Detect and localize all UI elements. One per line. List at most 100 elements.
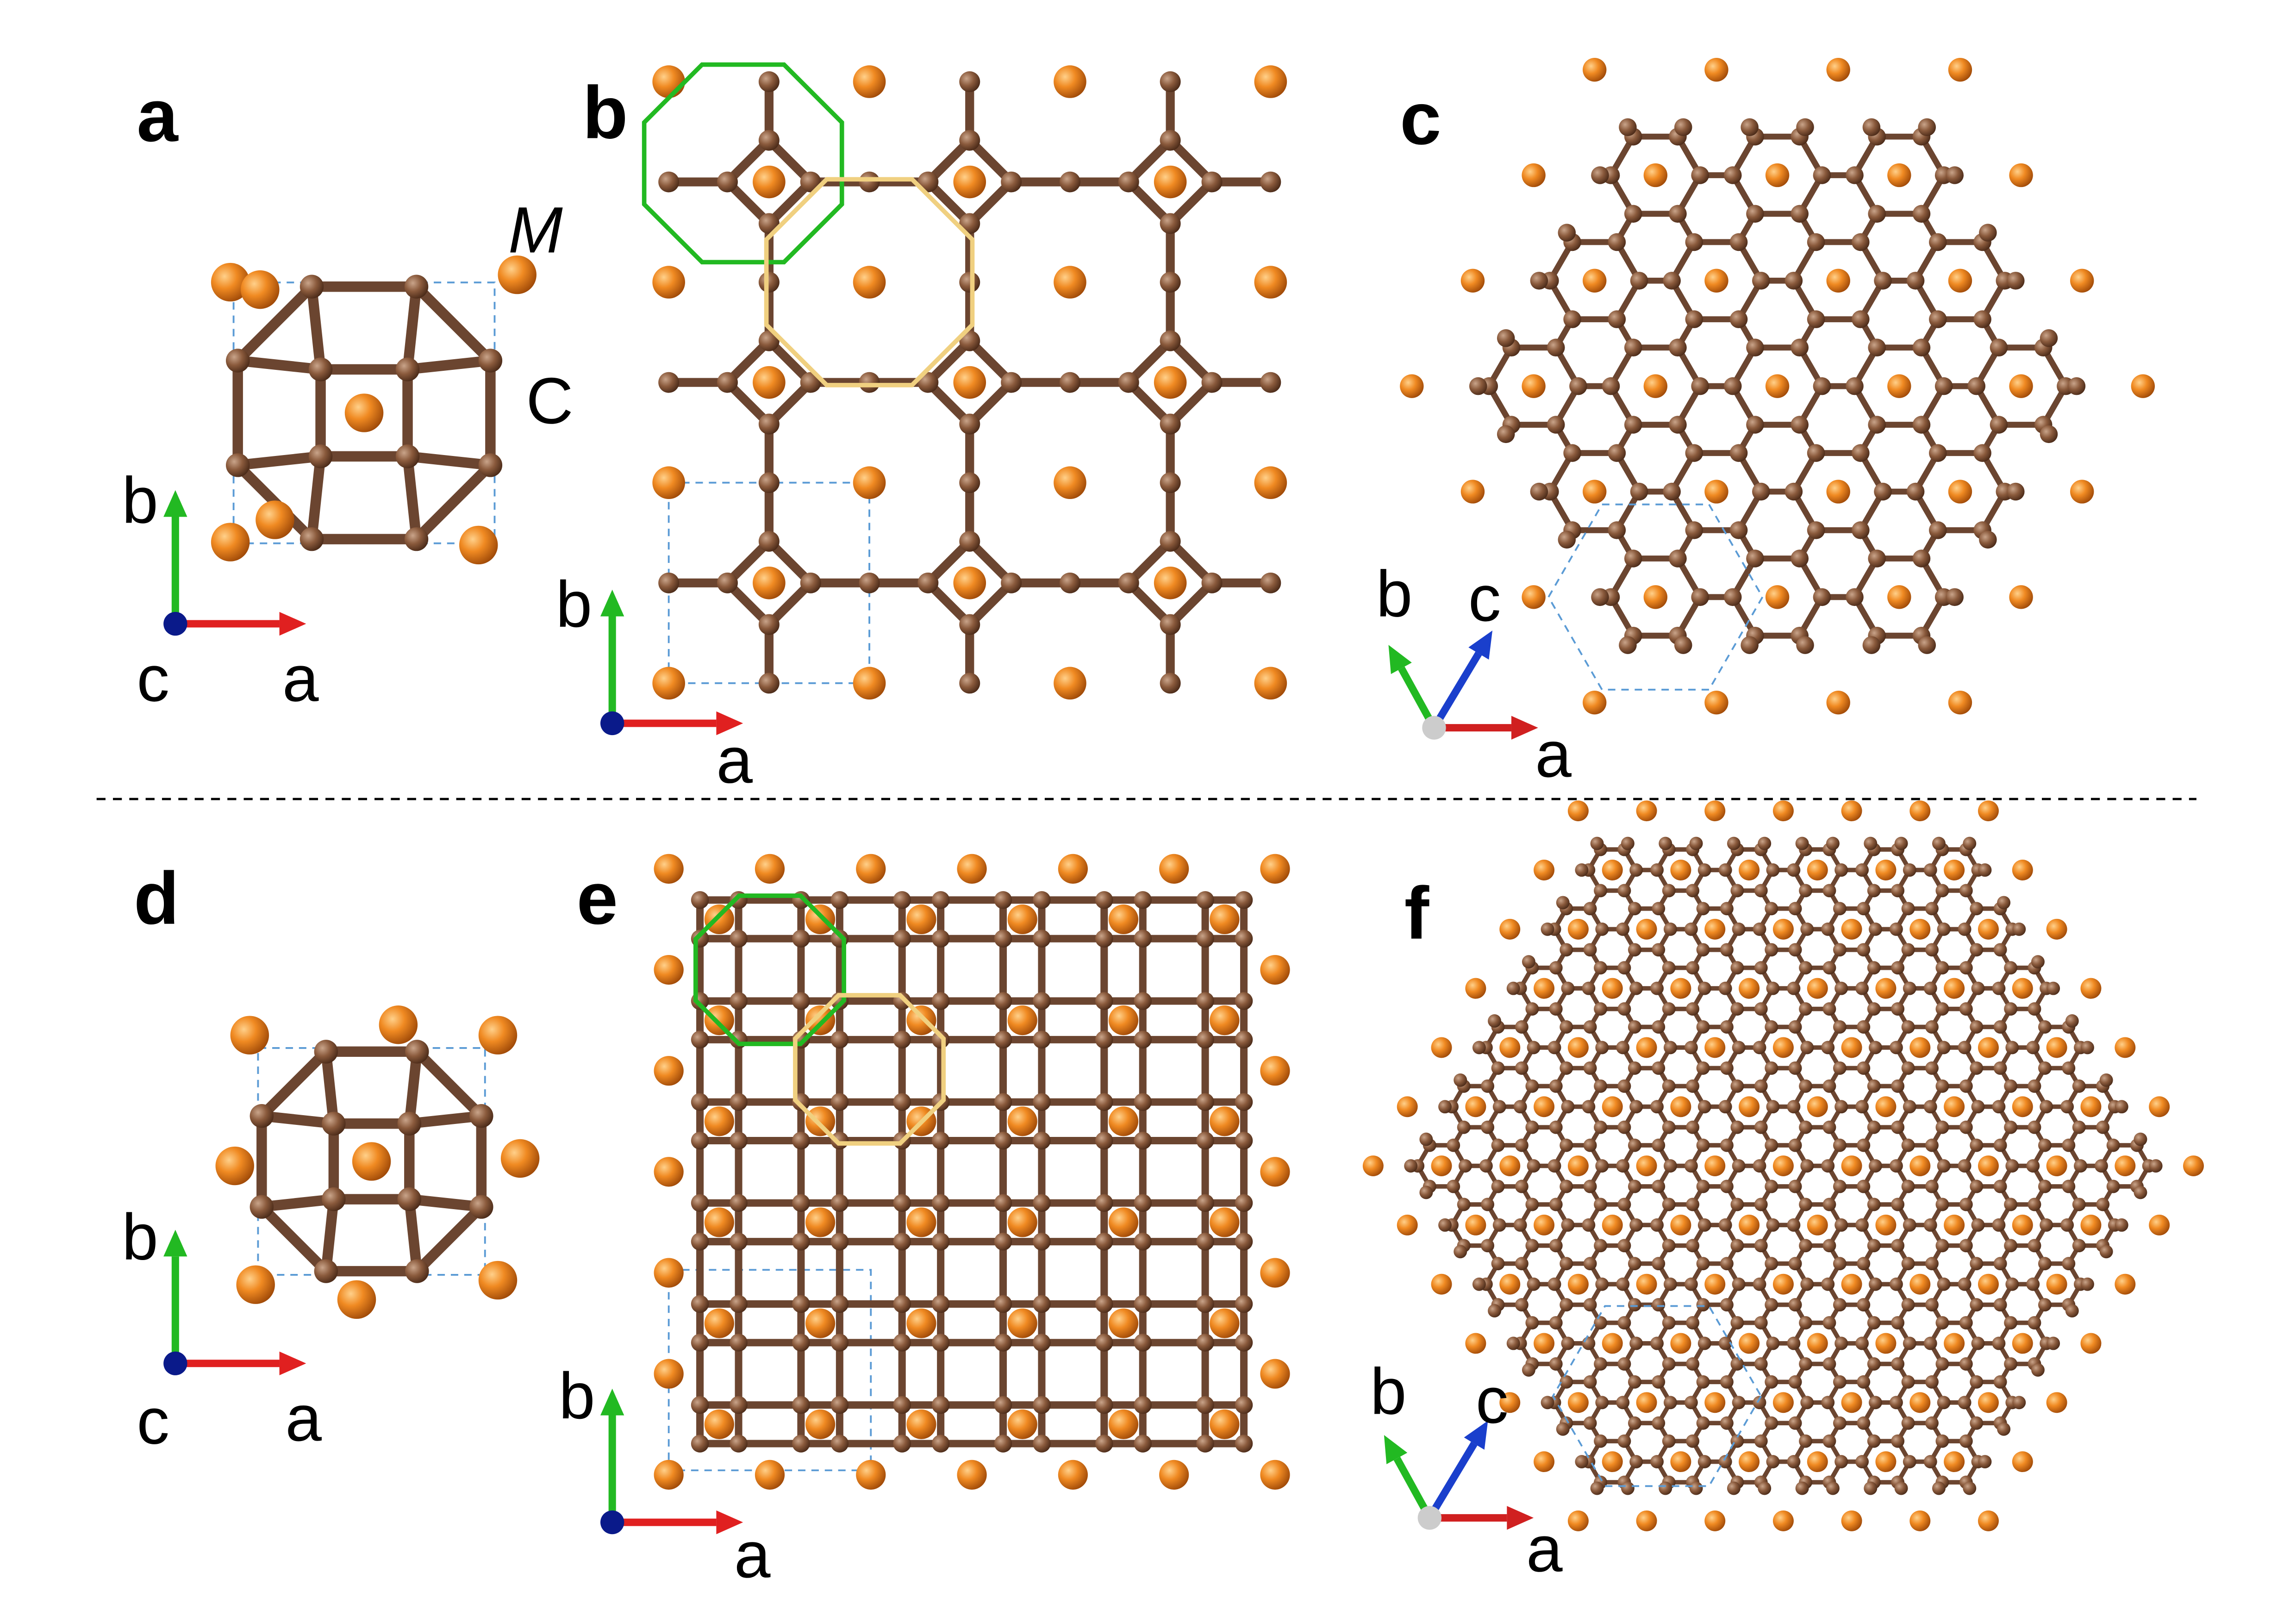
carbon-atom xyxy=(994,1435,1012,1453)
carbon-atom xyxy=(1527,1277,1541,1291)
carbon-atom xyxy=(1799,1002,1813,1016)
carbon-atom xyxy=(2046,981,2060,995)
metal-atom xyxy=(1499,1037,1521,1058)
metal-atom xyxy=(1636,918,1657,940)
carbon-atom xyxy=(1684,1041,1698,1055)
carbon-atom xyxy=(1833,1138,1847,1152)
carbon-atom xyxy=(1686,884,1700,898)
metal-atom xyxy=(753,366,786,399)
metal-atom xyxy=(1875,1451,1897,1473)
carbon-atom xyxy=(1912,549,1931,568)
metal-atom xyxy=(1841,1037,1862,1058)
carbon-atom xyxy=(2040,329,2058,347)
axis-label: a xyxy=(734,1518,771,1591)
carbon-atom xyxy=(1833,1416,1847,1430)
carbon-atom xyxy=(1419,1132,1433,1146)
panel-label: e xyxy=(577,857,618,940)
carbon-atom xyxy=(1515,1020,1529,1034)
carbon-atom xyxy=(893,1396,911,1414)
carbon-atom xyxy=(1196,1232,1214,1251)
carbon-atom xyxy=(1697,1218,1711,1232)
metal-atom xyxy=(2070,480,2094,504)
carbon-atom xyxy=(1663,922,1677,936)
carbon-atom xyxy=(1997,1422,2011,1436)
carbon-atom xyxy=(1160,272,1181,293)
carbon-atom xyxy=(1624,549,1642,568)
metal-atom xyxy=(1978,1155,1999,1176)
carbon-atom xyxy=(1753,1396,1766,1410)
carbon-atom xyxy=(1932,836,1946,850)
carbon-atom xyxy=(1766,1336,1780,1350)
carbon-atom xyxy=(1970,1257,1984,1271)
carbon-atom xyxy=(1923,1455,1937,1469)
carbon-atom xyxy=(1992,981,2006,995)
carbon-atom xyxy=(1978,863,1992,877)
carbon-atom xyxy=(1558,531,1576,549)
carbon-atom xyxy=(1196,1295,1214,1313)
carbon-atom xyxy=(1669,205,1687,223)
metal-atom xyxy=(654,1157,684,1187)
metal-atom xyxy=(1887,163,1911,187)
carbon-atom xyxy=(1095,1030,1113,1049)
carbon-atom xyxy=(1481,1079,1495,1093)
metal-atom xyxy=(1807,1214,1828,1236)
metal-atom xyxy=(1260,854,1290,884)
metal-atom xyxy=(1583,480,1607,504)
carbon-atom xyxy=(1515,1138,1529,1152)
carbon-atom xyxy=(1791,416,1809,434)
carbon-atom xyxy=(1033,992,1051,1010)
carbon-atom xyxy=(1724,588,1742,606)
carbon-atom xyxy=(1095,1194,1113,1212)
metal-atom xyxy=(1841,1273,1862,1295)
metal-atom xyxy=(1765,374,1790,398)
carbon-atom xyxy=(1891,1239,1905,1253)
carbon-atom xyxy=(1525,1079,1539,1093)
carbon-atom xyxy=(1160,330,1181,351)
carbon-atom xyxy=(1958,1277,1972,1291)
carbon-atom xyxy=(959,413,980,435)
carbon-atom xyxy=(1891,1002,1905,1016)
carbon-atom xyxy=(1906,482,1925,501)
carbon-atom xyxy=(1901,1298,1915,1312)
carbon-atom xyxy=(1686,1002,1700,1016)
metal-atom xyxy=(853,65,886,98)
carbon-atom xyxy=(1594,1002,1607,1016)
carbon-atom xyxy=(1889,1396,1903,1410)
carbon-atom xyxy=(1591,588,1609,606)
carbon-atom xyxy=(893,1093,911,1111)
metal-atom xyxy=(1465,1214,1486,1236)
carbon-atom xyxy=(1696,902,1710,916)
metal-atom xyxy=(1978,1037,1999,1058)
metal-atom xyxy=(1210,1207,1240,1237)
metal-atom xyxy=(2012,1451,2033,1473)
axis-label: b xyxy=(559,1359,595,1432)
carbon-atom xyxy=(1903,1336,1916,1350)
carbon-atom xyxy=(1629,1455,1643,1469)
carbon-atom xyxy=(1560,1061,1573,1075)
carbon-atom xyxy=(404,527,429,551)
carbon-atom xyxy=(1765,1257,1778,1271)
carbon-atom xyxy=(1766,1100,1780,1114)
carbon-atom xyxy=(1796,636,1814,654)
metal-atom xyxy=(2080,1096,2102,1117)
carbon-atom xyxy=(1628,1138,1641,1152)
bond xyxy=(404,1111,487,1129)
carbon-atom xyxy=(1822,961,1836,975)
carbon-atom xyxy=(2004,1002,2018,1016)
carbon-atom xyxy=(859,572,880,593)
carbon-atom xyxy=(1718,981,1732,995)
carbon-atom xyxy=(1729,310,1748,328)
metal-atom xyxy=(256,500,294,539)
carbon-atom xyxy=(1959,961,1973,975)
carbon-atom xyxy=(1906,272,1925,290)
carbon-atom xyxy=(959,130,980,151)
carbon-atom xyxy=(1867,1316,1881,1329)
carbon-atom xyxy=(1867,1357,1881,1371)
carbon-atom xyxy=(1864,836,1878,850)
metal-atom xyxy=(1704,1155,1726,1176)
carbon-atom xyxy=(1497,329,1515,347)
carbon-atom xyxy=(2004,1239,2018,1253)
carbon-atom xyxy=(1753,1159,1766,1173)
carbon-atom xyxy=(758,472,780,493)
carbon-atom xyxy=(1628,1375,1641,1389)
